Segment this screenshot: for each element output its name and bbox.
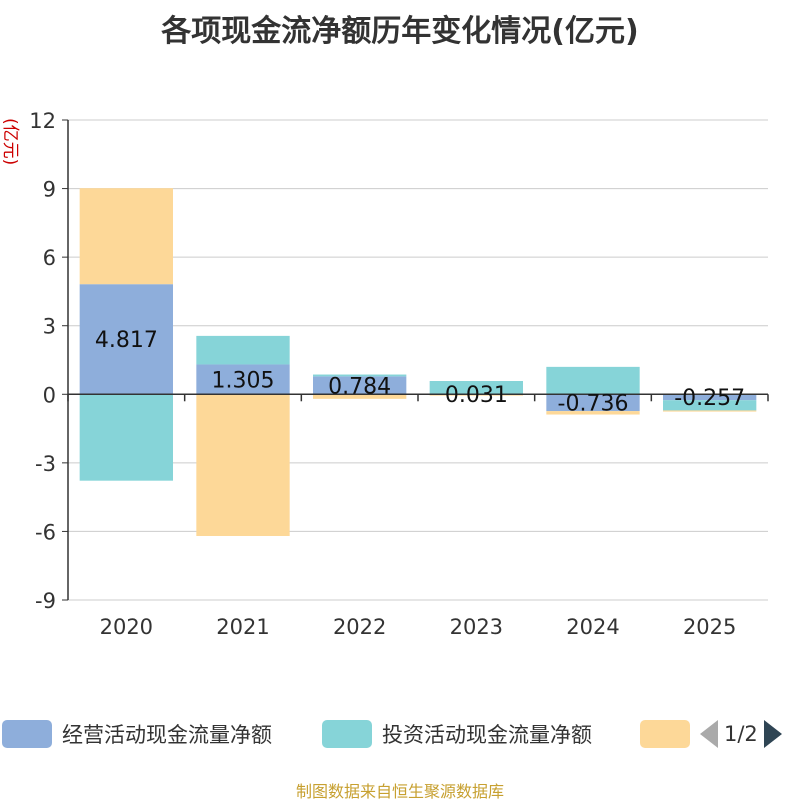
x-tick-label: 2023 xyxy=(450,615,503,639)
x-tick-label: 2021 xyxy=(216,615,269,639)
y-tick-label: -3 xyxy=(35,452,56,476)
legend-item-financing[interactable] xyxy=(640,716,700,752)
y-tick-label: -9 xyxy=(35,589,56,613)
legend-swatch-financing xyxy=(640,720,690,748)
legend-swatch-operating xyxy=(2,720,52,748)
bar-筹资活动现金流量净额-2021 xyxy=(196,394,290,536)
data-label: -0.257 xyxy=(674,386,745,411)
data-label: 0.784 xyxy=(328,374,391,399)
legend-swatch-investing xyxy=(322,720,372,748)
bar-经营活动现金流量净额-2021 xyxy=(196,364,290,395)
bar-投资活动现金流量净额-2021 xyxy=(196,335,290,365)
legend-item-investing[interactable]: 投资活动现金流量净额 xyxy=(322,716,592,752)
data-label: -0.736 xyxy=(558,392,629,417)
bar-筹资活动现金流量净额-2024 xyxy=(546,411,640,415)
data-label: 0.031 xyxy=(445,383,508,408)
bar-筹资活动现金流量净额-2020 xyxy=(79,188,173,285)
legend-label-investing: 投资活动现金流量净额 xyxy=(382,723,592,747)
legend-label-operating: 经营活动现金流量净额 xyxy=(62,723,272,747)
x-tick-label: 2022 xyxy=(333,615,386,639)
bar-投资活动现金流量净额-2022 xyxy=(313,374,407,377)
legend-page-indicator: 1/2 xyxy=(724,722,758,746)
prev-page-icon[interactable] xyxy=(700,720,718,748)
bar-投资活动现金流量净额-2020 xyxy=(79,394,173,481)
data-label: 4.817 xyxy=(95,328,158,353)
legend: 经营活动现金流量净额 投资活动现金流量净额 xyxy=(0,716,800,752)
next-page-icon[interactable] xyxy=(763,720,782,748)
bar-投资活动现金流量净额-2023 xyxy=(429,381,523,394)
x-tick-label: 2020 xyxy=(100,615,153,639)
bar-筹资活动现金流量净额-2022 xyxy=(313,394,407,399)
data-label: 1.305 xyxy=(212,368,275,393)
chart-title: 各项现金流净额历年变化情况(亿元) xyxy=(161,14,639,49)
x-tick-label: 2024 xyxy=(566,615,619,639)
bar-投资活动现金流量净额-2025 xyxy=(663,400,757,411)
bar-经营活动现金流量净额-2025 xyxy=(663,394,757,401)
y-tick-label: 0 xyxy=(43,383,56,407)
bar-经营活动现金流量净额-2024 xyxy=(546,394,640,412)
y-tick-label: 9 xyxy=(43,178,56,202)
y-tick-label: 6 xyxy=(43,246,56,270)
y-tick-label: 12 xyxy=(29,109,56,133)
legend-item-operating[interactable]: 经营活动现金流量净额 xyxy=(2,716,272,752)
bar-经营活动现金流量净额-2022 xyxy=(313,376,407,395)
y-tick-label: -6 xyxy=(35,520,56,544)
bar-经营活动现金流量净额-2020 xyxy=(79,284,173,395)
x-tick-label: 2025 xyxy=(683,615,736,639)
bar-投资活动现金流量净额-2024 xyxy=(546,366,640,395)
legend-pager: 1/2 xyxy=(700,716,782,752)
bar-筹资活动现金流量净额-2025 xyxy=(663,410,757,412)
y-tick-label: 3 xyxy=(43,315,56,339)
data-source: 制图数据来自恒生聚源数据库 xyxy=(295,782,504,801)
